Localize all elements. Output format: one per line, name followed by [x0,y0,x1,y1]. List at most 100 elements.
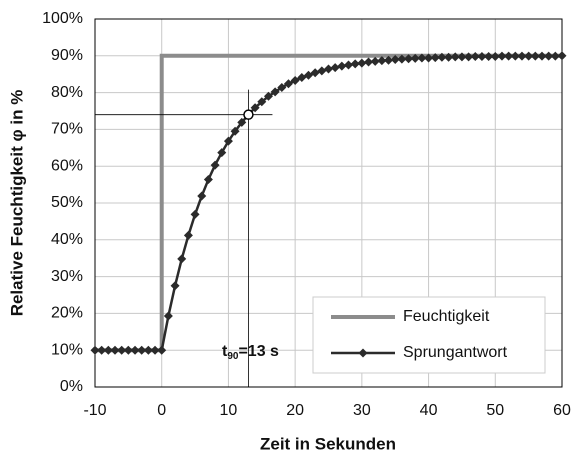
data-point [177,254,187,264]
data-point [430,53,440,63]
data-point [357,58,367,68]
data-point [290,75,300,85]
data-point [324,64,333,74]
annotation-text: t [222,343,228,360]
data-point [417,53,427,63]
data-point [490,52,500,62]
data-point [397,54,407,64]
legend-box [312,296,546,374]
data-point [257,97,267,107]
data-point [424,53,434,63]
y-tick-label: 70% [51,121,83,138]
data-point [444,52,454,62]
data-point [337,61,347,71]
data-point [524,51,534,61]
y-tick-label: 80% [51,84,83,101]
y-tick-label: 10% [51,341,83,358]
data-point [143,345,153,355]
data-point [344,60,354,70]
data-point [110,345,120,355]
x-tick-label: 0 [157,402,166,419]
data-point [557,51,567,61]
data-point [437,52,447,62]
y-tick-label: 0% [60,378,83,395]
data-point [410,53,420,63]
data-point [223,136,233,146]
data-point [464,52,474,62]
data-point [130,345,140,355]
data-point [190,209,200,219]
data-point [183,230,193,240]
annotation-label: t90=13 s [222,343,279,361]
legend-label: Feuchtigkeit [403,308,490,325]
x-tick-label: 50 [486,402,504,419]
data-point [457,52,467,62]
y-tick-label: 40% [51,231,83,248]
data-point [550,51,560,61]
data-point [377,56,387,66]
data-point [123,345,133,355]
data-point [310,68,320,78]
data-point [544,51,554,61]
data-point [497,51,507,61]
data-point [210,160,220,170]
data-point [263,91,273,101]
data-point [303,70,313,80]
data-point [170,281,180,291]
x-tick-label: 10 [220,402,238,419]
data-point [163,311,173,321]
annotation-subscript: 90 [227,351,239,362]
y-tick-label: 50% [51,194,83,211]
data-point [477,52,487,62]
data-point [370,56,380,66]
data-point [384,55,394,65]
data-point [350,59,360,69]
data-point [103,345,113,355]
y-tick-label: 30% [51,268,83,285]
data-point [117,345,127,355]
data-point [364,57,374,67]
data-point [230,126,240,136]
data-point [197,191,207,201]
annotation-point [243,109,254,120]
data-point [470,52,480,62]
data-point [97,345,107,355]
annotation-text: =13 s [238,343,279,360]
x-tick-label: 30 [353,402,371,419]
data-point [504,51,514,61]
data-point [330,63,340,73]
y-tick-label: 100% [42,10,83,27]
data-point [317,66,327,76]
legend-marker [358,348,368,358]
data-point [537,51,547,61]
data-point [404,54,414,64]
data-point [250,103,260,113]
data-point [390,54,400,64]
data-point [283,79,293,89]
data-point [137,345,147,355]
data-point [237,117,247,127]
data-point [90,345,100,355]
y-tick-label: 60% [51,157,83,174]
data-point [203,174,213,184]
data-point [217,148,227,158]
y-tick-label: 20% [51,305,83,322]
x-tick-label: -10 [83,402,106,419]
data-point [277,82,287,92]
x-tick-label: 40 [420,402,438,419]
data-point [517,51,527,61]
data-point [150,345,160,355]
data-point [157,345,167,355]
x-axis-title: Zeit in Sekunden [260,434,396,453]
y-tick-label: 90% [51,47,83,64]
data-point [270,87,280,97]
data-point [484,52,494,62]
data-point [510,51,520,61]
x-tick-label: 20 [286,402,304,419]
x-tick-label: 60 [553,402,571,419]
data-point [530,51,540,61]
y-axis-title: Relative Feuchtigkeit φ in % [7,90,26,317]
data-point [450,52,460,62]
